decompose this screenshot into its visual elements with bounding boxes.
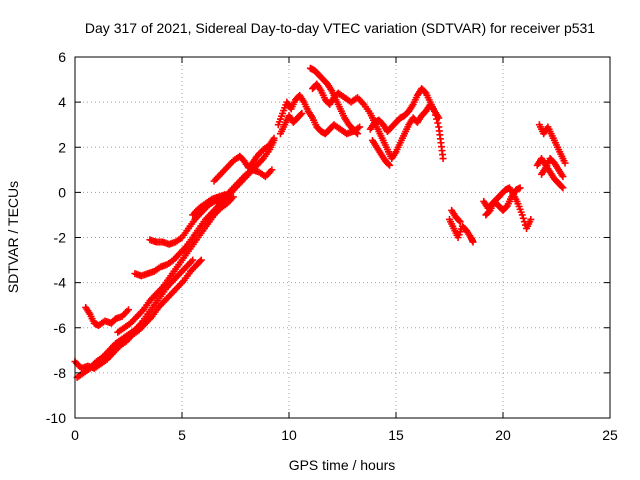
data-point (434, 119, 442, 127)
y-tick-label: 6 (58, 49, 66, 65)
data-point (518, 211, 526, 219)
data-point (527, 215, 535, 223)
data-point (519, 214, 527, 222)
data-series (309, 80, 447, 163)
data-point (197, 256, 205, 264)
data-series (448, 206, 464, 226)
data-series (274, 91, 364, 138)
y-tick-label: 0 (58, 184, 66, 200)
y-tick-label: 2 (58, 139, 66, 155)
data-point (189, 256, 197, 264)
data-series (82, 303, 132, 329)
data-point (455, 217, 463, 225)
x-tick-label: 20 (495, 427, 511, 443)
data-series (73, 256, 197, 381)
data-series (446, 215, 477, 246)
data-point (561, 159, 569, 167)
x-tick-label: 5 (178, 427, 186, 443)
data-point (196, 257, 204, 265)
y-tick-label: -6 (54, 320, 67, 336)
data-point (353, 130, 361, 138)
data-series (482, 184, 524, 219)
data-point (356, 123, 364, 131)
data-point (268, 166, 276, 174)
x-tick-label: 0 (71, 427, 79, 443)
x-tick-label: 25 (602, 427, 618, 443)
data-point (385, 160, 393, 168)
data-series (538, 155, 567, 181)
data-point (270, 134, 278, 142)
y-tick-label: -10 (46, 410, 66, 426)
y-tick-label: -4 (54, 275, 67, 291)
y-tick-label: -2 (54, 230, 67, 246)
data-point (559, 173, 567, 181)
data-point (435, 114, 443, 122)
data-series (306, 64, 361, 138)
data-point (439, 155, 447, 163)
x-tick-label: 15 (388, 427, 404, 443)
data-point (229, 193, 237, 201)
data-series (146, 166, 276, 248)
chart-title: Day 317 of 2021, Sidereal Day-to-day VTE… (85, 20, 595, 36)
data-series (368, 136, 394, 169)
data-point (221, 191, 229, 199)
data-point (125, 306, 132, 314)
data-series (114, 193, 237, 336)
y-tick-label: -8 (54, 365, 67, 381)
data-series (189, 191, 229, 219)
data-series (366, 85, 443, 135)
tick-layer: 0 5 10 15 20 25 -10 -8 -6 -4 -2 0 2 4 6 (46, 49, 618, 443)
y-tick-label: 4 (58, 94, 66, 110)
x-tick-label: 10 (281, 427, 297, 443)
data-point (469, 238, 477, 246)
data-point (456, 218, 464, 226)
data-layer (71, 64, 569, 381)
data-point (386, 161, 394, 169)
data-point (352, 129, 360, 137)
x-axis-label: GPS time / hours (289, 457, 396, 473)
data-point (559, 184, 567, 192)
data-point (298, 109, 306, 117)
data-series (535, 121, 569, 167)
data-series (276, 109, 306, 138)
data-series (533, 155, 567, 192)
data-point (297, 111, 305, 119)
y-axis-label: SDTVAR / TECUs (5, 181, 21, 293)
data-point (558, 183, 566, 191)
data-series (210, 134, 278, 185)
data-point (516, 184, 524, 192)
